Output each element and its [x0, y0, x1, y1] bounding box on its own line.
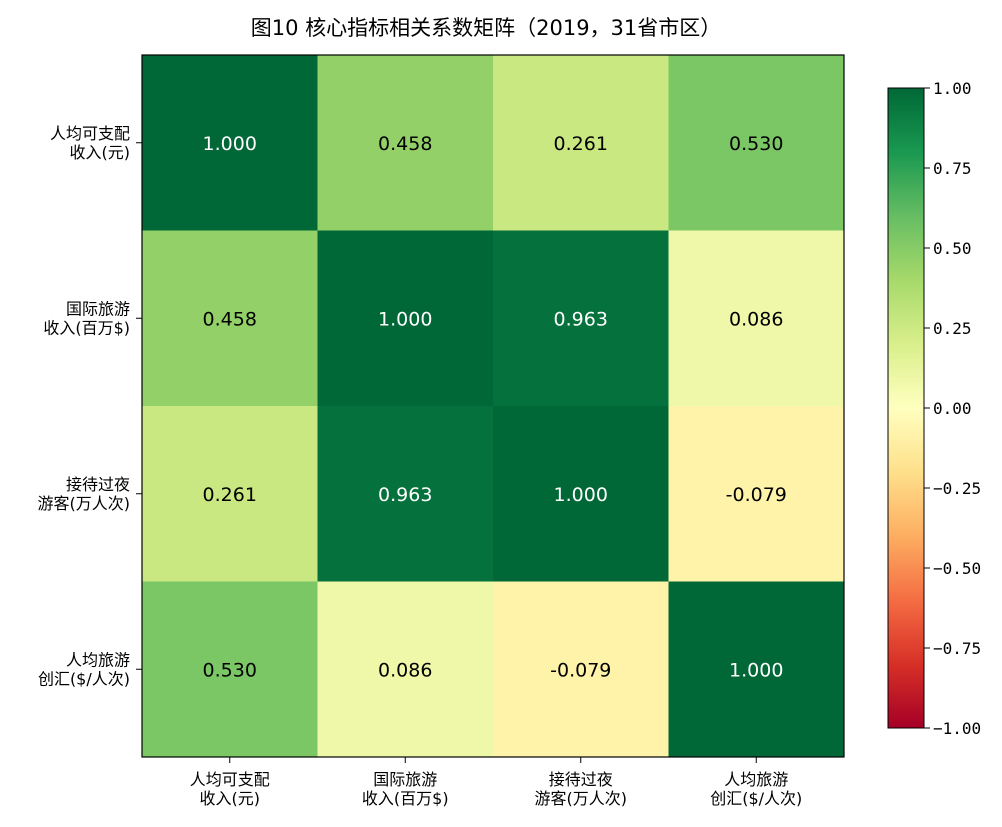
cell-value-label: 0.530	[203, 659, 257, 681]
cell-value-label: -0.079	[726, 484, 787, 506]
x-tick-label: 创汇($/人次)	[710, 789, 802, 808]
heatmap-cell	[493, 581, 669, 758]
heatmap-cell	[317, 55, 494, 231]
colorbar-tick-label: 0.75	[933, 159, 972, 178]
cell-value-label: 0.261	[203, 484, 257, 506]
cell-value-label: 0.261	[554, 133, 608, 155]
colorbar-tick-label: 0.50	[933, 239, 972, 258]
cell-value-label: 0.458	[378, 133, 432, 155]
x-tick-label: 国际旅游	[373, 770, 437, 789]
colorbar-tick-label: 0.00	[933, 399, 972, 418]
cell-value-label: 0.963	[378, 484, 432, 506]
heatmap-cell	[317, 230, 494, 407]
x-tick-label: 收入(元)	[200, 789, 261, 808]
heatmap-cell	[493, 55, 669, 231]
y-tick-label: 创汇($/人次)	[38, 669, 130, 688]
heatmap-cell	[142, 581, 318, 758]
heatmap-cell	[668, 55, 845, 231]
heatmap-cell	[493, 406, 669, 582]
colorbar-tick-label: 1.00	[933, 79, 972, 98]
cell-value-label: 1.000	[378, 308, 432, 330]
colorbar-ticks: 1.00 0.75 0.50 0.25 0.00 −0.25 −0.50 −0.75 −1.00	[924, 79, 981, 738]
y-tick-label: 收入(百万$)	[43, 318, 130, 337]
y-tick-label: 人均旅游	[66, 650, 130, 669]
heatmap-cell	[317, 406, 494, 582]
x-tick-label: 收入(百万$)	[362, 789, 449, 808]
y-tick-label: 接待过夜	[66, 475, 130, 494]
heatmap-cells	[142, 55, 845, 758]
cell-value-label: -0.079	[550, 659, 611, 681]
y-tick-label: 收入(元)	[70, 143, 131, 162]
heatmap-value-labels: 1.000 0.458 0.261 0.530 0.458 1.000 0.963 0.086…	[203, 133, 787, 682]
heatmap-cell	[142, 406, 318, 582]
cell-value-label: 0.530	[729, 133, 783, 155]
y-tick-label: 人均可支配	[50, 124, 130, 143]
cell-value-label: 1.000	[203, 133, 257, 155]
heatmap-cell	[668, 581, 845, 758]
chart-title: 图10 核心指标相关系数矩阵（2019，31省市区）	[251, 16, 722, 40]
x-tick-label: 游客(万人次)	[535, 789, 628, 808]
x-tick-label: 人均可支配	[190, 770, 270, 789]
cell-value-label: 0.963	[554, 308, 608, 330]
plot-frame	[141, 54, 845, 758]
x-tick-label: 接待过夜	[549, 770, 613, 789]
y-tick-label: 游客(万人次)	[38, 494, 131, 513]
colorbar	[887, 87, 925, 729]
heatmap-cell	[317, 581, 494, 758]
cell-value-label: 0.086	[729, 308, 783, 330]
heatmap-cell	[493, 230, 669, 407]
y-tick-label: 国际旅游	[66, 299, 130, 318]
cell-value-label: 1.000	[729, 659, 783, 681]
colorbar-tick-label: 0.25	[933, 319, 972, 338]
colorbar-tick-label: −0.25	[933, 479, 981, 498]
heatmap-cell	[142, 55, 318, 231]
x-tick-label: 人均旅游	[724, 770, 788, 789]
colorbar-tick-label: −0.50	[933, 559, 981, 578]
cell-value-label: 1.000	[554, 484, 608, 506]
colorbar-tick-label: −0.75	[933, 639, 981, 658]
heatmap-cell	[668, 406, 845, 582]
cell-value-label: 0.086	[378, 659, 432, 681]
cell-value-label: 0.458	[203, 308, 257, 330]
colorbar-tick-label: −1.00	[933, 719, 981, 738]
heatmap-cell	[668, 230, 845, 407]
heatmap-cell	[142, 230, 318, 407]
